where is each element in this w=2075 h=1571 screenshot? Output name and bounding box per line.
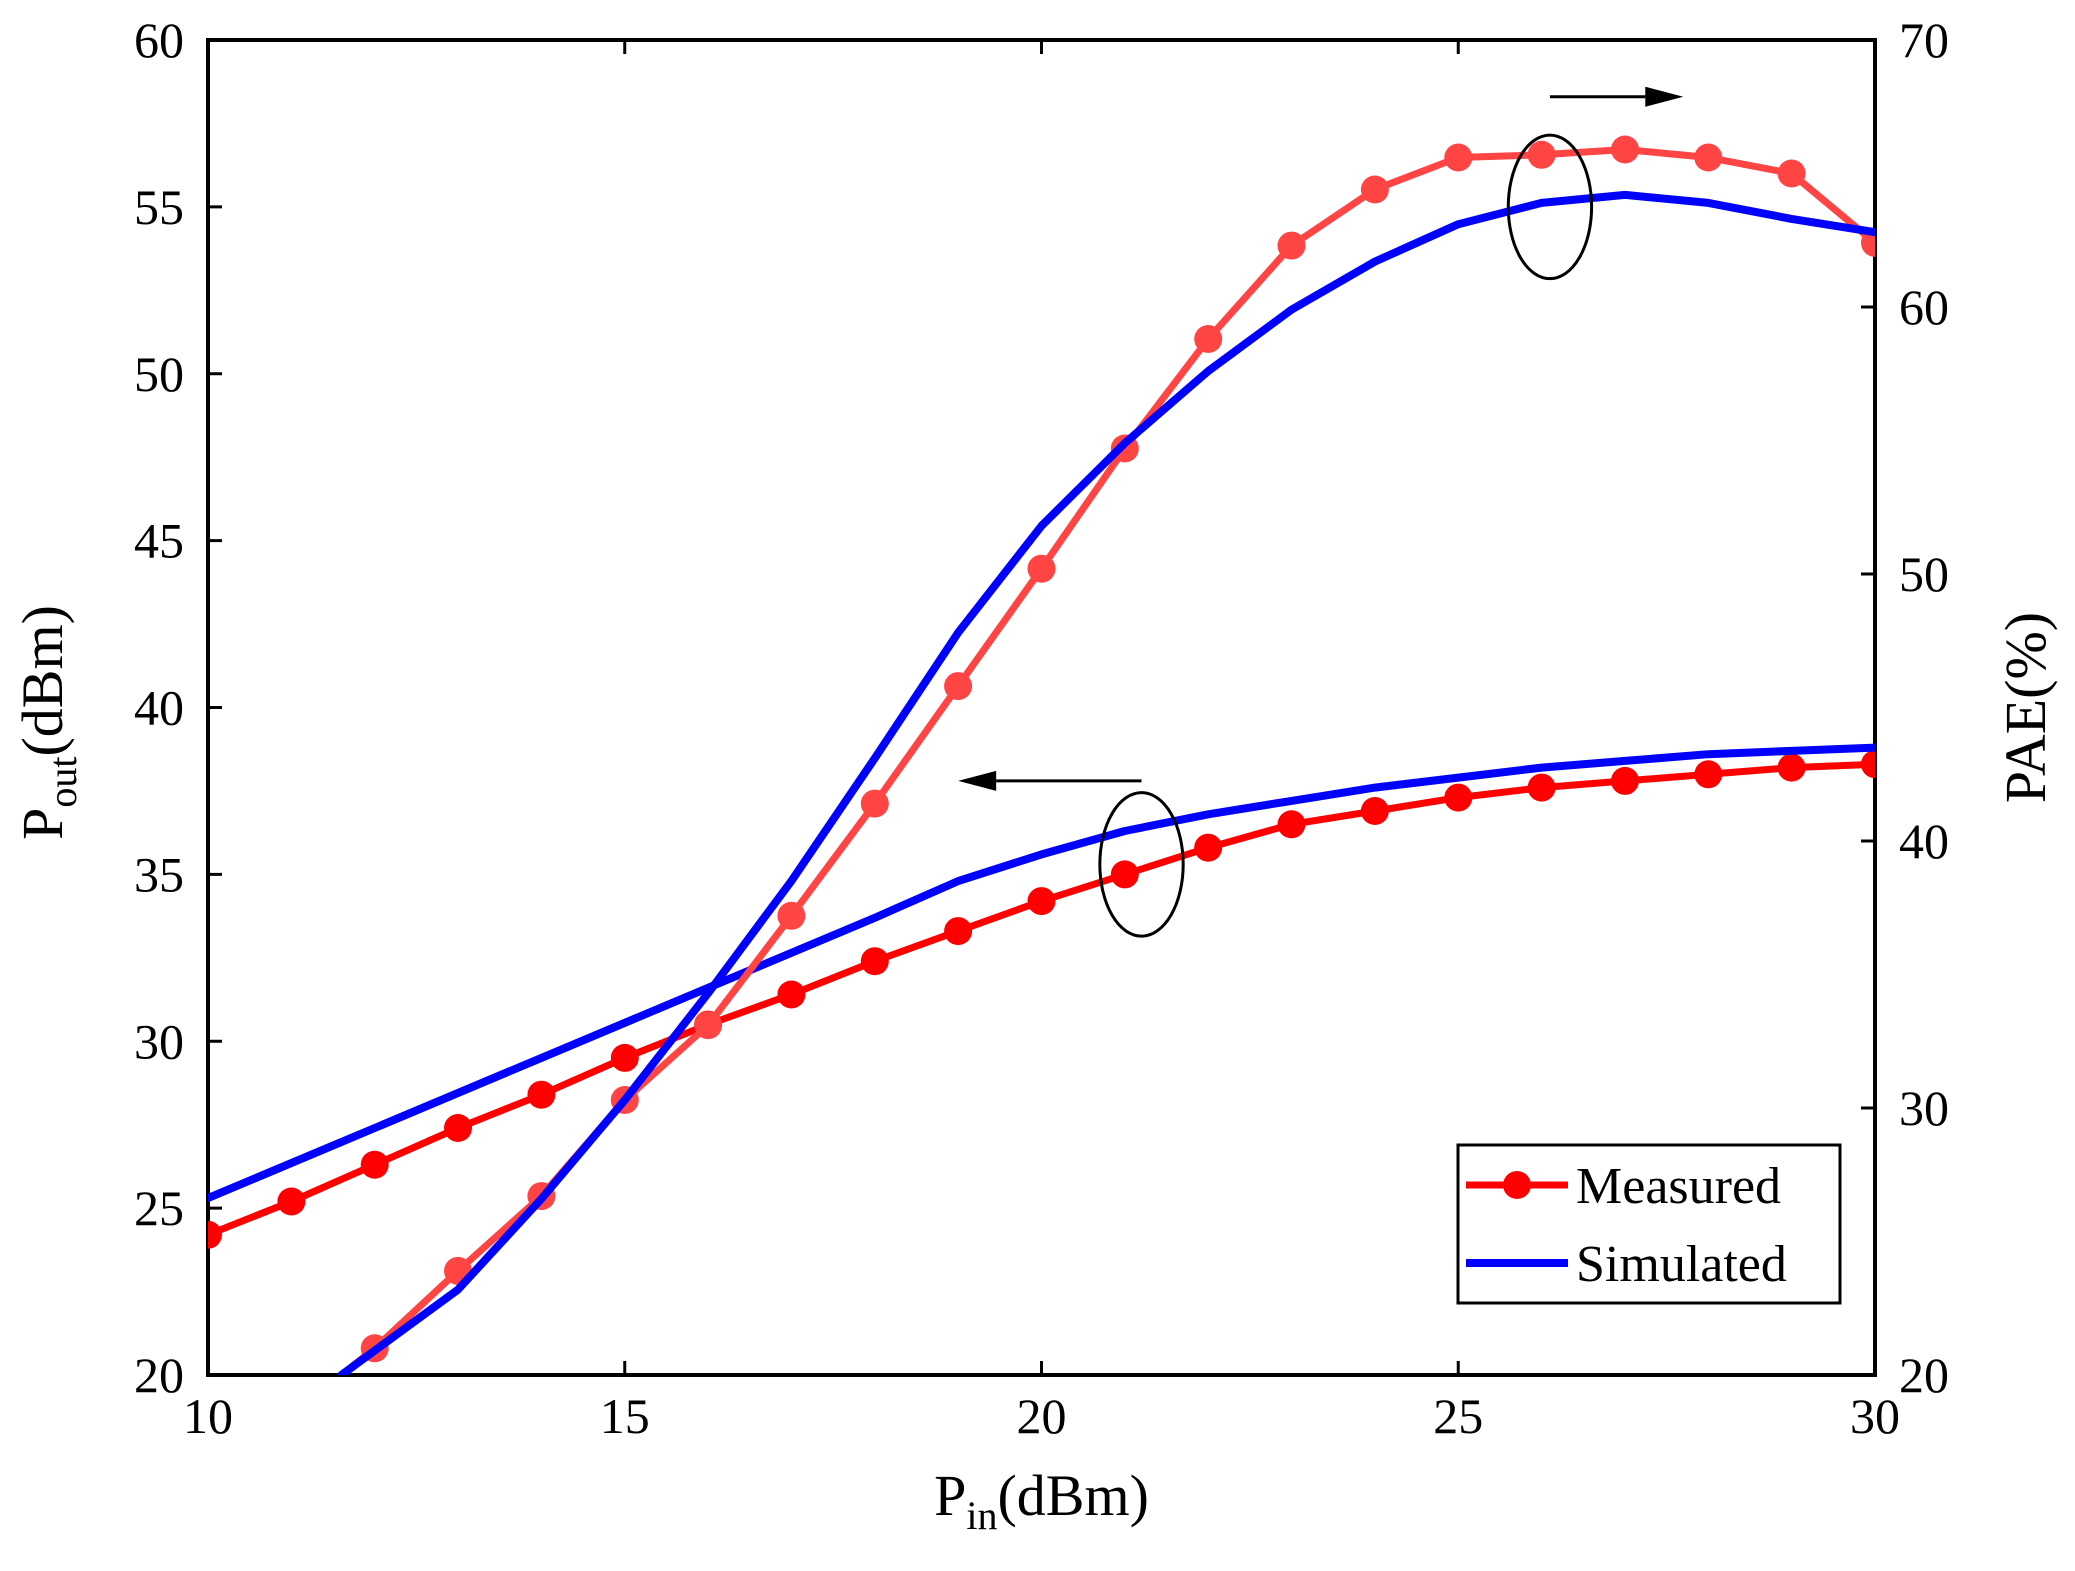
- data-point-measured-pout: [444, 1114, 472, 1142]
- x-axis-title-unit: (dBm): [997, 1463, 1148, 1528]
- y-left-tick-label: 40: [134, 680, 184, 736]
- data-point-measured-pae: [777, 901, 806, 930]
- data-point-measured-pae: [1444, 143, 1473, 172]
- data-point-measured-pout: [360, 1150, 389, 1179]
- legend-marker-measured: [1503, 1171, 1531, 1199]
- y-left-tick-label: 25: [134, 1180, 184, 1236]
- y-left-tick-label: 50: [134, 346, 184, 402]
- data-point-measured-pout: [527, 1080, 556, 1109]
- y-right-axis-title: PAE(%): [1993, 612, 2058, 803]
- y-left-tick-label: 20: [134, 1347, 184, 1403]
- series-line-simulated-pae: [337, 190, 1875, 1375]
- legend-label-simulated: Simulated: [1576, 1236, 1787, 1293]
- x-tick-label: 20: [1017, 1388, 1067, 1444]
- data-point-measured-pout: [1777, 753, 1806, 782]
- x-axis-title: Pin(dBm): [934, 1463, 1149, 1538]
- data-point-measured-pout: [1360, 797, 1389, 825]
- annotation-ellipse: [1098, 791, 1185, 938]
- y-left-tick-label: 35: [134, 846, 184, 902]
- data-point-measured-pae: [1611, 135, 1639, 164]
- legend: Measured Simulated: [1456, 1143, 1842, 1305]
- y-right-tick-label: 60: [1899, 279, 1949, 335]
- data-point-measured-pout: [777, 980, 806, 1009]
- y-right-tick-label: 20: [1899, 1347, 1949, 1403]
- y-right-tick-label: 70: [1899, 12, 1949, 68]
- data-point-measured-pae: [1777, 159, 1806, 188]
- data-point-measured-pae: [694, 1011, 723, 1040]
- data-point-measured-pae: [944, 672, 973, 701]
- x-tick-label: 25: [1433, 1388, 1483, 1444]
- legend-label-measured: Measured: [1576, 1158, 1781, 1215]
- annotation-arrow-head: [958, 770, 997, 791]
- data-point-measured-pout: [277, 1187, 306, 1216]
- x-tick-label: 30: [1850, 1388, 1900, 1444]
- y-left-axis-title-subscript: out: [40, 757, 85, 808]
- data-point-measured-pout: [944, 917, 973, 946]
- data-point-measured-pout: [1611, 766, 1639, 795]
- y-left-axis-title-unit: (dBm): [10, 605, 75, 756]
- y-right-tick-label: 40: [1899, 813, 1949, 869]
- data-point-measured-pae: [1194, 325, 1223, 353]
- data-point-measured-pout: [1444, 783, 1473, 812]
- y-left-tick-label: 60: [134, 12, 184, 68]
- data-point-measured-pout: [1694, 760, 1723, 789]
- data-point-measured-pae: [1694, 143, 1723, 172]
- data-point-measured-pout: [610, 1043, 639, 1072]
- x-axis-title-subscript: in: [966, 1493, 997, 1538]
- data-point-measured-pout: [1527, 773, 1556, 802]
- data-point-measured-pout: [1027, 887, 1056, 916]
- data-point-measured-pout: [208, 1220, 222, 1249]
- data-point-measured-pout: [1277, 810, 1306, 839]
- data-point-measured-pout: [860, 947, 889, 976]
- data-point-measured-pae: [1027, 554, 1056, 583]
- y-left-tick-label: 45: [134, 513, 184, 569]
- x-tick-label: 15: [600, 1388, 650, 1444]
- series-line-simulated-pout: [208, 743, 1875, 1203]
- axis-labels-group: Pin(dBm)Pout(dBm) PAE(%): [10, 605, 2058, 1538]
- data-point-measured-pae: [1527, 140, 1556, 169]
- data-point-measured-pout: [1110, 860, 1139, 889]
- y-left-tick-label: 55: [134, 179, 184, 235]
- x-axis-title-main: P: [934, 1463, 966, 1528]
- series-group: [208, 135, 1875, 1375]
- x-tick-label: 10: [183, 1388, 233, 1444]
- annotation-arrow-head: [1645, 86, 1684, 107]
- annotation-group: [958, 86, 1684, 938]
- y-left-axis-title-main: P: [10, 808, 75, 840]
- data-point-measured-pae: [1360, 175, 1389, 204]
- y-right-tick-label: 50: [1899, 546, 1949, 602]
- y-right-tick-label: 30: [1899, 1080, 1949, 1136]
- y-left-tick-label: 30: [134, 1013, 184, 1069]
- data-point-measured-pae: [1277, 231, 1306, 260]
- annotation-ellipse: [1506, 133, 1594, 281]
- y-left-axis-title: Pout(dBm): [10, 605, 85, 840]
- data-point-measured-pout: [1861, 750, 1875, 779]
- data-point-measured-pout: [1194, 833, 1223, 862]
- data-point-measured-pae: [860, 789, 889, 818]
- legend-box: [1456, 1143, 1842, 1305]
- data-point-measured-pae: [1861, 228, 1875, 257]
